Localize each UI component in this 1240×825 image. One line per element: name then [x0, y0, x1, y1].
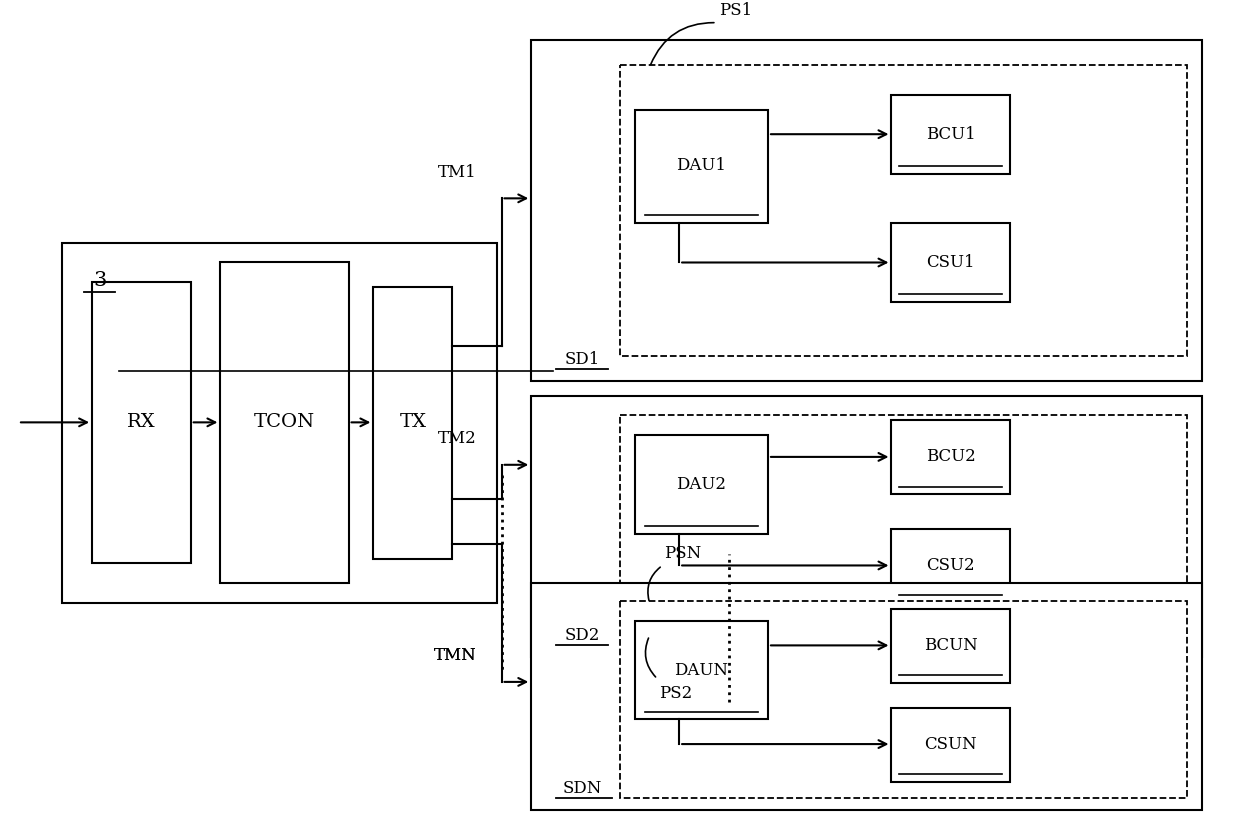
Text: TX: TX [399, 413, 427, 431]
Text: TMN: TMN [434, 647, 477, 664]
Text: TM1: TM1 [438, 163, 477, 181]
Bar [531, 396, 1203, 658]
Bar [635, 620, 768, 719]
Text: SDN: SDN [563, 780, 603, 797]
Text: CSU1: CSU1 [926, 254, 975, 271]
Bar [892, 421, 1009, 494]
Text: TCON: TCON [254, 413, 315, 431]
Bar [892, 609, 1009, 683]
Bar [531, 40, 1203, 381]
Bar [892, 708, 1009, 781]
Text: BCU2: BCU2 [926, 449, 976, 465]
Bar [620, 601, 1188, 799]
Text: 3: 3 [93, 271, 107, 290]
Text: DAUN: DAUN [673, 662, 728, 679]
Text: SD1: SD1 [564, 351, 600, 368]
Bar [620, 65, 1188, 356]
Text: CSU2: CSU2 [926, 557, 975, 574]
Bar [892, 529, 1009, 603]
Text: DAU1: DAU1 [676, 158, 725, 174]
Text: BCU1: BCU1 [926, 125, 976, 143]
Bar [373, 287, 453, 559]
Text: PS1: PS1 [719, 2, 751, 19]
Bar [620, 416, 1188, 638]
Text: DAU2: DAU2 [676, 476, 725, 493]
Text: RX: RX [126, 413, 156, 431]
Text: PSN: PSN [665, 544, 702, 562]
Bar [62, 243, 497, 603]
Bar [221, 262, 348, 583]
Text: TM2: TM2 [438, 430, 477, 447]
Text: SD2: SD2 [564, 627, 600, 644]
Text: PS2: PS2 [660, 685, 693, 702]
Bar [635, 110, 768, 223]
Text: TMN: TMN [434, 647, 477, 664]
Bar [92, 282, 191, 563]
Bar [892, 95, 1009, 174]
Text: BCUN: BCUN [924, 637, 977, 654]
Bar [531, 583, 1203, 810]
Bar [635, 436, 768, 534]
Bar [892, 223, 1009, 302]
Text: CSUN: CSUN [924, 736, 977, 752]
